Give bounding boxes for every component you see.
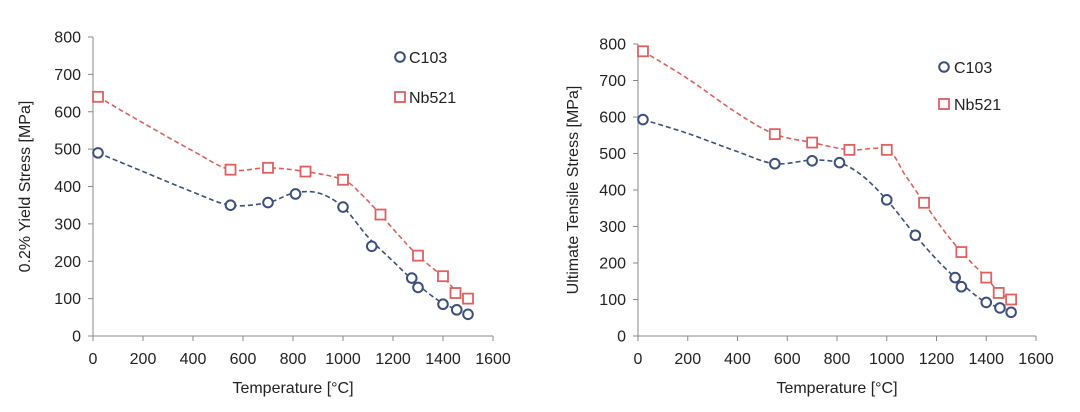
y-tick-label: 800 bbox=[599, 37, 626, 54]
data-point-nb521 bbox=[980, 271, 993, 284]
data-point-nb521 bbox=[437, 270, 449, 283]
legend-label-nb521: Nb521 bbox=[954, 97, 1001, 114]
data-point-nb521 bbox=[374, 208, 387, 221]
y-tick-label: 200 bbox=[54, 254, 81, 271]
data-point-c103 bbox=[880, 194, 893, 206]
data-point-nb521 bbox=[955, 246, 968, 258]
y-axis-title: Ultimate Tensile Stress [MPa] bbox=[565, 86, 582, 295]
data-point-c103 bbox=[450, 304, 463, 316]
data-point-c103 bbox=[769, 157, 781, 170]
x-tick-label: 800 bbox=[824, 351, 851, 368]
x-tick-label: 1600 bbox=[475, 351, 511, 368]
data-point-c103 bbox=[462, 308, 474, 321]
chart-panel-2: 0 200 400 600 800 1000 1200 1400 1600 0 100 200 300 4… bbox=[565, 37, 1054, 398]
data-point-nb521 bbox=[299, 165, 312, 178]
y-tick-label: 100 bbox=[54, 291, 81, 308]
data-point-c103 bbox=[405, 272, 418, 284]
x-tick-label: 800 bbox=[280, 351, 307, 368]
legend-marker-nb521 bbox=[938, 98, 950, 110]
legend-label-c103: C103 bbox=[954, 60, 992, 77]
y-tick-label: 800 bbox=[54, 30, 81, 47]
y-tick-label: 700 bbox=[54, 67, 81, 84]
y-tick-label: 500 bbox=[599, 146, 626, 163]
data-point-c103 bbox=[806, 155, 818, 167]
data-point-c103 bbox=[1005, 306, 1017, 319]
legend-marker-c103 bbox=[938, 61, 950, 73]
data-point-nb521 bbox=[637, 45, 649, 58]
legend-marker-nb521 bbox=[394, 91, 406, 103]
data-point-c103 bbox=[637, 113, 649, 126]
x-tick-label: 400 bbox=[180, 351, 207, 368]
chart-panel-1: 0 200 400 600 800 1000 1200 1400 1600 0 100 200 300 4… bbox=[17, 30, 511, 398]
data-point-c103 bbox=[365, 240, 378, 253]
y-tick-label: 200 bbox=[599, 256, 626, 273]
trend-line-nb521 bbox=[642, 50, 1012, 301]
data-point-nb521 bbox=[880, 143, 893, 156]
data-point-nb521 bbox=[768, 128, 781, 141]
y-axis-title: 0.2% Yield Stress [MPa] bbox=[17, 101, 34, 273]
data-point-nb521 bbox=[337, 173, 349, 186]
x-tick-label: 600 bbox=[774, 351, 801, 368]
data-point-nb521 bbox=[1005, 293, 1018, 306]
y-tick-label: 400 bbox=[599, 183, 626, 200]
data-point-nb521 bbox=[449, 287, 462, 299]
x-axis-title: Temperature [°C] bbox=[232, 380, 353, 397]
y-tick-label: 300 bbox=[599, 219, 626, 236]
data-point-nb521 bbox=[806, 136, 819, 149]
x-tick-label: 0 bbox=[89, 351, 98, 368]
y-tick-label: 400 bbox=[54, 179, 81, 196]
data-point-c103 bbox=[262, 196, 274, 209]
y-tick-label: 500 bbox=[54, 142, 81, 159]
data-point-c103 bbox=[955, 280, 968, 293]
y-tick-label: 100 bbox=[599, 292, 626, 309]
x-tick-label: 1400 bbox=[968, 351, 1004, 368]
legend-label-nb521: Nb521 bbox=[409, 90, 456, 107]
data-point-nb521 bbox=[843, 143, 856, 156]
y-tick-label: 0 bbox=[72, 329, 81, 346]
data-point-c103 bbox=[833, 156, 846, 169]
x-tick-label: 1600 bbox=[1018, 351, 1054, 368]
y-tick-label: 300 bbox=[54, 216, 81, 233]
data-point-nb521 bbox=[462, 292, 474, 305]
data-point-nb521 bbox=[918, 196, 930, 209]
x-tick-label: 1200 bbox=[919, 351, 955, 368]
x-tick-label: 1000 bbox=[869, 351, 905, 368]
y-tick-label: 0 bbox=[617, 329, 626, 346]
x-tick-label: 200 bbox=[674, 351, 701, 368]
data-point-c103 bbox=[949, 271, 961, 284]
data-point-c103 bbox=[412, 281, 424, 294]
y-tick-label: 700 bbox=[599, 73, 626, 90]
data-point-c103 bbox=[92, 147, 104, 159]
legend-label-c103: C103 bbox=[409, 50, 447, 67]
data-point-c103 bbox=[994, 302, 1006, 314]
x-tick-label: 0 bbox=[634, 351, 643, 368]
data-point-nb521 bbox=[262, 161, 274, 174]
data-point-nb521 bbox=[92, 90, 104, 103]
x-tick-label: 400 bbox=[724, 351, 751, 368]
x-tick-label: 1000 bbox=[325, 351, 361, 368]
x-tick-label: 1400 bbox=[425, 351, 461, 368]
x-tick-label: 200 bbox=[130, 351, 157, 368]
data-point-nb521 bbox=[224, 163, 237, 176]
x-axis-title: Temperature [°C] bbox=[776, 380, 897, 397]
data-point-c103 bbox=[224, 199, 237, 211]
y-tick-label: 600 bbox=[599, 110, 626, 127]
y-tick-label: 600 bbox=[54, 104, 81, 121]
data-point-nb521 bbox=[992, 287, 1005, 299]
data-point-nb521 bbox=[412, 249, 424, 262]
trend-line-c103 bbox=[97, 152, 469, 316]
data-point-c103 bbox=[909, 229, 922, 242]
trend-line-c103 bbox=[642, 118, 1012, 314]
legend-marker-c103 bbox=[394, 51, 406, 63]
x-tick-label: 600 bbox=[230, 351, 257, 368]
data-point-c103 bbox=[437, 298, 449, 311]
x-tick-label: 1200 bbox=[375, 351, 411, 368]
data-point-c103 bbox=[337, 201, 349, 213]
data-point-c103 bbox=[289, 188, 302, 200]
data-point-c103 bbox=[980, 296, 993, 309]
